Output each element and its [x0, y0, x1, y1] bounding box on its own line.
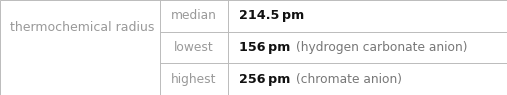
Text: (chromate anion): (chromate anion) — [296, 73, 402, 86]
Text: lowest: lowest — [174, 41, 214, 54]
Text: 256 pm: 256 pm — [239, 73, 291, 86]
Text: 214.5 pm: 214.5 pm — [239, 9, 305, 22]
Text: 156 pm: 156 pm — [239, 41, 291, 54]
Text: thermochemical radius: thermochemical radius — [10, 21, 155, 34]
Text: (hydrogen carbonate anion): (hydrogen carbonate anion) — [296, 41, 467, 54]
Text: highest: highest — [171, 73, 216, 86]
Text: median: median — [171, 9, 217, 22]
